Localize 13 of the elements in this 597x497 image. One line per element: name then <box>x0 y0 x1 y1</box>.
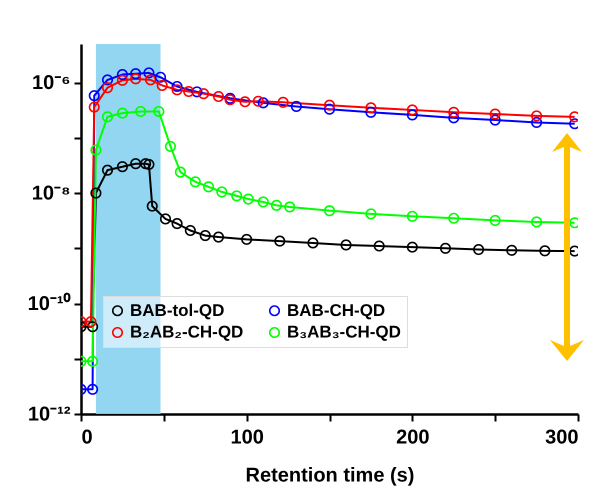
y-tick-label: 10⁻¹⁰ <box>28 292 70 316</box>
legend-label: BAB-CH-QD <box>287 300 386 320</box>
x-tick-label: 100 <box>230 426 264 448</box>
x-tick-label: 0 <box>82 426 93 448</box>
y-tick-label: 10⁻⁸ <box>32 182 70 205</box>
legend-label: BAB-tol-QD <box>130 300 224 320</box>
y-tick-label: 10⁻⁶ <box>32 72 70 94</box>
x-tick-label: 200 <box>396 426 430 448</box>
y-tick-label: 10⁻¹² <box>28 404 71 426</box>
x-axis-title: Retention time (s) <box>246 464 414 486</box>
x-tick-label: 300 <box>545 426 578 448</box>
legend-label: B₃AB₃-CH-QD <box>287 322 401 342</box>
legend-label: B₂AB₂-CH-QD <box>130 322 244 342</box>
